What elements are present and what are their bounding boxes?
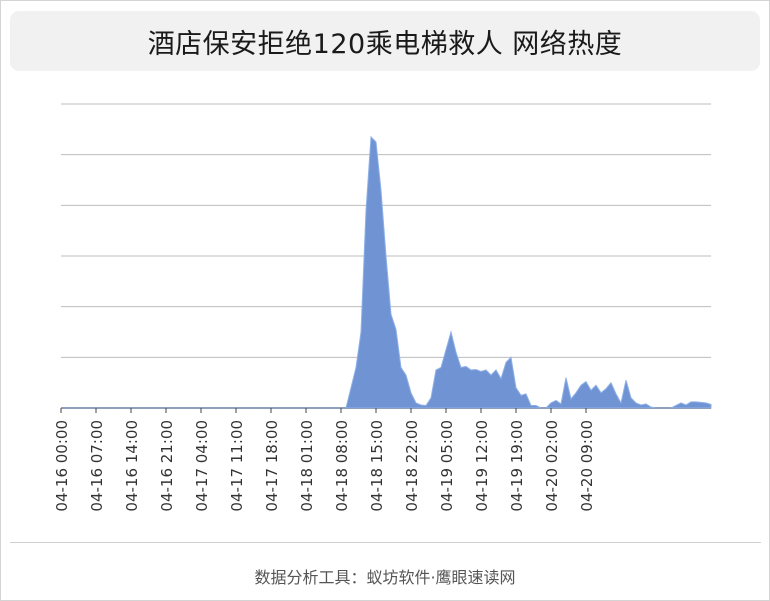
- x-tick-label: 04-18 01:00: [298, 420, 316, 512]
- x-tick-label: 04-18 22:00: [403, 420, 421, 512]
- title-bar: 酒店保安拒绝120乘电梯救人 网络热度: [10, 11, 760, 71]
- x-tick-label: 04-17 18:00: [263, 420, 281, 512]
- x-axis: 04-16 00:00 04-16 07:00 04-16 14:00 04-16 2…: [53, 408, 596, 512]
- x-tick-label: 04-16 14:00: [123, 420, 141, 512]
- x-tick-label: 04-20 02:00: [543, 420, 561, 512]
- x-tick-label: 04-19 05:00: [438, 420, 456, 512]
- x-tick-label: 04-16 00:00: [53, 420, 71, 512]
- x-tick-label: 04-17 11:00: [228, 420, 246, 512]
- x-tick-label: 04-16 07:00: [88, 420, 106, 512]
- x-tick-label: 04-16 21:00: [158, 420, 176, 512]
- x-tick-label: 04-20 09:00: [578, 420, 596, 512]
- x-tick-label: 04-17 04:00: [193, 420, 211, 512]
- x-tick-label: 04-19 12:00: [473, 420, 491, 512]
- x-tick-label: 04-18 08:00: [333, 420, 351, 512]
- chart-title: 酒店保安拒绝120乘电梯救人 网络热度: [147, 28, 623, 60]
- heat-area: [61, 135, 712, 409]
- footer-source: 数据分析工具：蚁坊软件·鹰眼速读网: [254, 568, 516, 587]
- x-tick-label: 04-18 15:00: [368, 420, 386, 512]
- footer-divider: [10, 542, 761, 543]
- x-tick-label: 04-19 19:00: [508, 420, 526, 512]
